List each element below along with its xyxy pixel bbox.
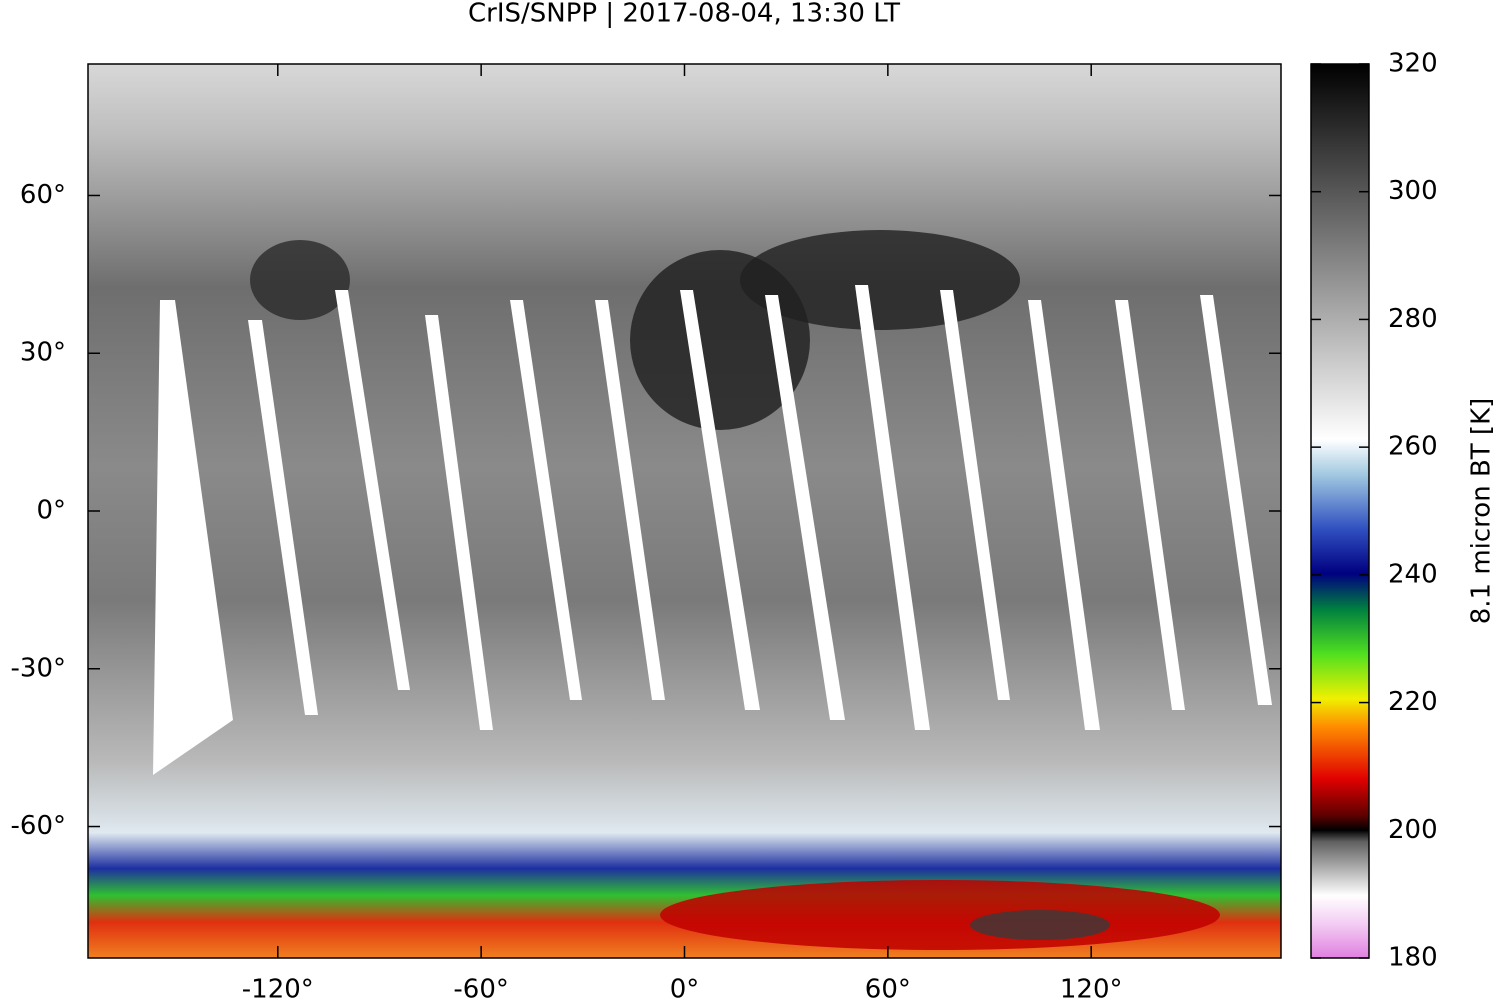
asia-dark	[740, 230, 1020, 330]
namerica-dark	[250, 240, 350, 320]
chart-title: CrIS/SNPP | 2017-08-04, 13:30 LT	[468, 0, 900, 29]
colorbar-frame	[1310, 63, 1370, 959]
map-background	[88, 64, 1281, 958]
data-gaps	[153, 285, 1272, 775]
colorbar-tick-label: 200	[1388, 815, 1438, 845]
colorbar	[1311, 64, 1369, 958]
y-tick-label: -30°	[11, 653, 66, 683]
colorbar-label: 8.1 micron BT [K]	[1467, 398, 1497, 625]
antarctica-warm	[660, 880, 1220, 950]
x-tick-label: 120°	[1060, 975, 1123, 1002]
x-tick-label: -120°	[242, 975, 314, 1002]
x-tick-label: 60°	[865, 975, 911, 1002]
x-tick-label: 0°	[670, 975, 700, 1002]
antarctica-cold	[970, 910, 1110, 940]
map-image	[88, 64, 1281, 958]
colorbar-tick-label: 220	[1388, 687, 1438, 717]
colorbar-tick-label: 280	[1388, 304, 1438, 334]
colorbar-tick-label: 260	[1388, 432, 1438, 462]
colorbar-tick-label: 300	[1388, 176, 1438, 206]
colorbar-tick-label: 320	[1388, 49, 1438, 79]
y-tick-label: 0°	[36, 496, 66, 526]
x-tick-label: -60°	[453, 975, 508, 1002]
colorbar-tick-label: 180	[1388, 943, 1438, 973]
y-tick-label: 30°	[20, 338, 66, 368]
colorbar-tick-label: 240	[1388, 559, 1438, 589]
y-tick-label: -60°	[11, 811, 66, 841]
y-tick-label: 60°	[20, 180, 66, 210]
